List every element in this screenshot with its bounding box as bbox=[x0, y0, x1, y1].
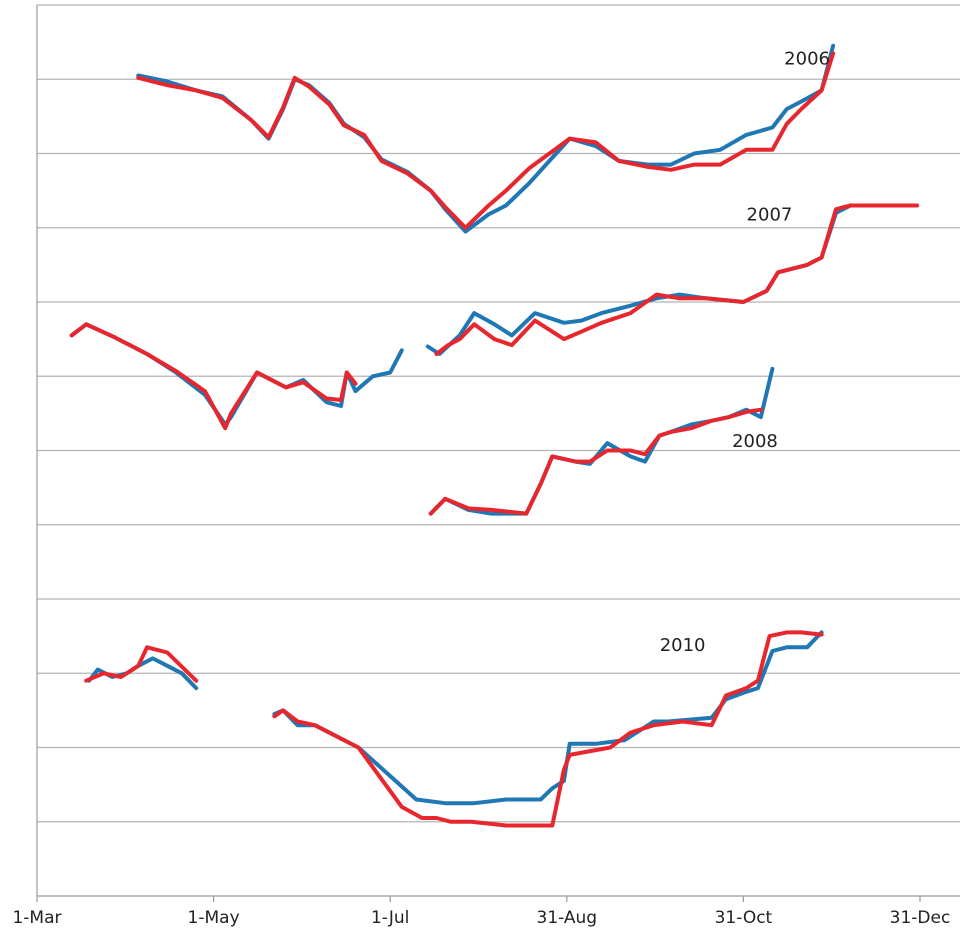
series-line-blue bbox=[136, 43, 836, 234]
x-tick-label: 1-Mar bbox=[12, 908, 61, 928]
series-group-2008 bbox=[428, 366, 775, 516]
series-label-2006: 2006 bbox=[784, 48, 830, 69]
series-line-red bbox=[69, 322, 358, 431]
series-line-blue bbox=[272, 630, 824, 806]
series-label-2007: 2007 bbox=[747, 204, 793, 225]
x-tick-label: 1-May bbox=[188, 908, 240, 928]
axes bbox=[36, 5, 960, 897]
series-lines bbox=[69, 43, 920, 828]
series-group-2010 bbox=[84, 630, 824, 828]
x-ticks: 1-Mar 1-May 1-Jul 31-Aug 31-Oct 31-Dec bbox=[12, 896, 950, 928]
x-tick-label: 31-Aug bbox=[537, 908, 598, 928]
series-line-red bbox=[136, 51, 836, 230]
x-tick-label: 31-Dec bbox=[890, 908, 951, 928]
x-tick-label: 1-Jul bbox=[371, 908, 409, 928]
series-line-red bbox=[84, 645, 199, 683]
x-tick-label: 31-Oct bbox=[715, 908, 773, 928]
series-labels: 2006 2007 2008 2010 bbox=[660, 48, 830, 656]
series-group-2006 bbox=[136, 43, 836, 234]
series-line-blue bbox=[428, 366, 775, 516]
y-gridlines bbox=[37, 4, 960, 823]
series-line-red bbox=[434, 203, 920, 356]
series-line-red bbox=[428, 407, 763, 516]
series-line-red bbox=[272, 630, 824, 828]
series-label-2008: 2008 bbox=[732, 431, 778, 452]
series-label-2010: 2010 bbox=[660, 635, 706, 656]
series-group-2007 bbox=[69, 203, 920, 431]
